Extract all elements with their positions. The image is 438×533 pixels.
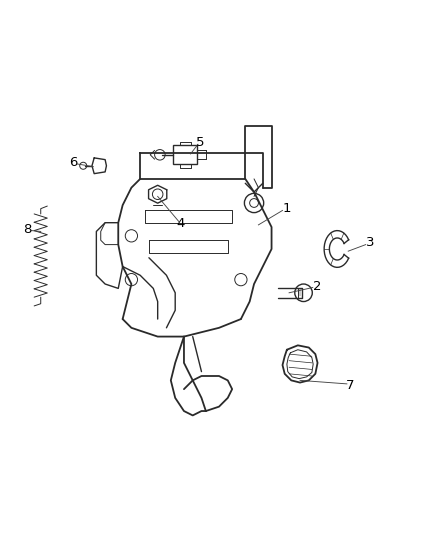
Text: 8: 8 xyxy=(23,223,32,236)
Text: 1: 1 xyxy=(283,202,291,215)
Text: 4: 4 xyxy=(177,217,185,230)
FancyBboxPatch shape xyxy=(173,145,197,165)
Text: 2: 2 xyxy=(313,280,322,293)
Text: 5: 5 xyxy=(195,135,204,149)
Text: 6: 6 xyxy=(69,156,78,169)
Text: 3: 3 xyxy=(366,236,374,249)
Text: 7: 7 xyxy=(346,379,355,392)
